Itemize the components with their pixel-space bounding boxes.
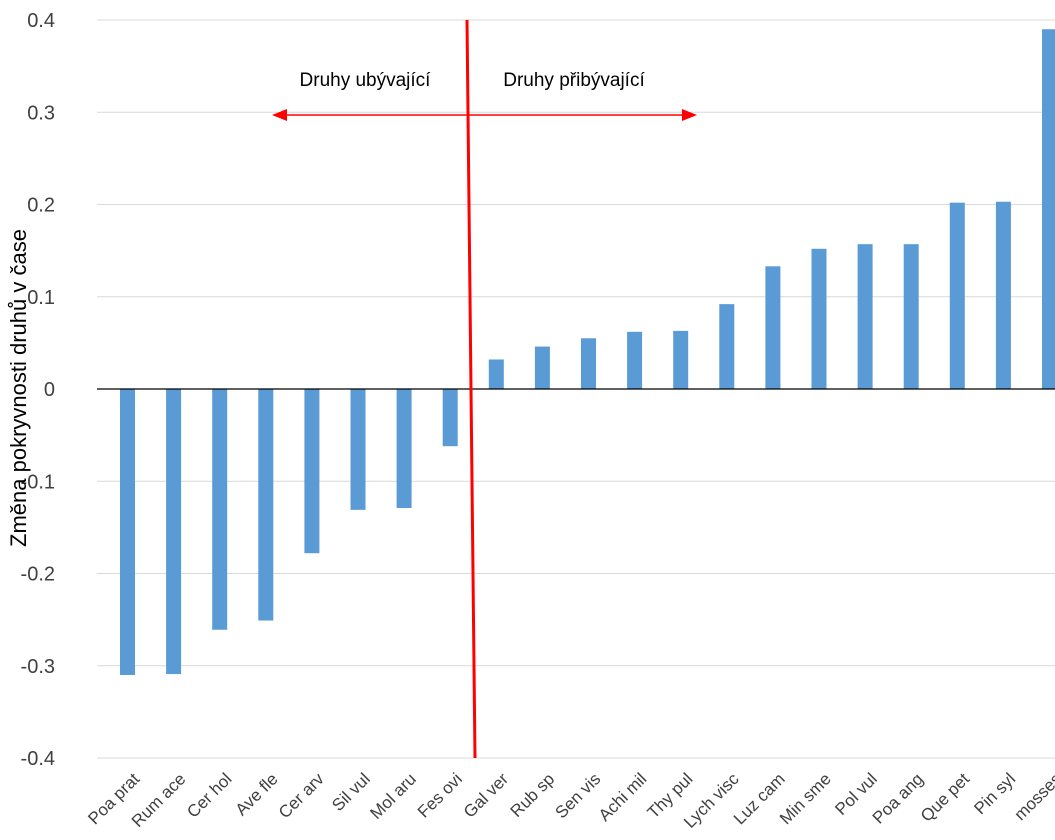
bar xyxy=(903,244,919,389)
bar xyxy=(995,201,1011,389)
x-tick-label: Que pet xyxy=(917,769,973,825)
x-tick-label: Mol aru xyxy=(366,769,420,823)
x-tick-label: Rub sp xyxy=(507,769,559,821)
bar xyxy=(488,359,504,389)
bar xyxy=(765,266,781,389)
divider-line xyxy=(465,19,477,759)
x-tick-label: Achi mil xyxy=(595,769,651,825)
x-tick-label: Gal ver xyxy=(460,769,512,821)
bar xyxy=(534,346,550,389)
annotation-decreasing: Druhy ubývající xyxy=(300,70,432,91)
bar xyxy=(857,244,873,389)
bar xyxy=(949,202,965,389)
annotations: Druhy ubývající Druhy přibývající xyxy=(272,19,697,759)
bar xyxy=(120,389,135,675)
x-tick-label: Cer hol xyxy=(183,769,235,821)
bar xyxy=(719,304,735,389)
y-tick-label: 0.4 xyxy=(27,10,55,32)
x-tick-label: mosses xyxy=(1010,769,1055,824)
y-axis-label: Změna pokryvnosti druhů v čase xyxy=(6,229,31,547)
bar xyxy=(442,389,458,447)
bar xyxy=(258,389,274,621)
bar xyxy=(673,330,689,389)
y-tick-label: -0.2 xyxy=(21,564,55,586)
bar xyxy=(166,389,182,675)
bar xyxy=(212,389,228,630)
y-tick-label: 0 xyxy=(44,379,55,401)
x-tick-label: Poa ang xyxy=(869,769,927,827)
bar xyxy=(811,248,827,389)
gridlines xyxy=(97,19,1055,759)
y-tick-label: 0.3 xyxy=(27,102,55,124)
x-tick-label: Fes ovi xyxy=(414,769,466,821)
arrow-head-right xyxy=(682,109,697,121)
bars xyxy=(120,29,1055,675)
arrow-head-left xyxy=(272,109,287,121)
annotation-increasing: Druhy přibývající xyxy=(503,70,645,91)
bar xyxy=(350,389,366,510)
bar xyxy=(396,389,412,509)
bar xyxy=(627,331,643,389)
y-tick-label: -0.3 xyxy=(21,656,55,678)
x-tick-label: Ave fle xyxy=(232,769,282,819)
y-tick-labels: -0.4 -0.3 -0.2 -0.1 0 0.1 0.2 0.3 0.4 xyxy=(21,10,55,770)
bar xyxy=(304,389,320,554)
y-tick-label: -0.1 xyxy=(21,471,55,493)
bar xyxy=(1042,29,1055,389)
y-tick-label: 0.1 xyxy=(27,287,55,309)
bar xyxy=(581,338,596,389)
y-tick-label: 0.2 xyxy=(27,195,55,217)
x-tick-label: Cer arv xyxy=(275,769,328,822)
x-tick-label: Min sme xyxy=(776,769,835,828)
y-tick-label: -0.4 xyxy=(21,748,55,770)
